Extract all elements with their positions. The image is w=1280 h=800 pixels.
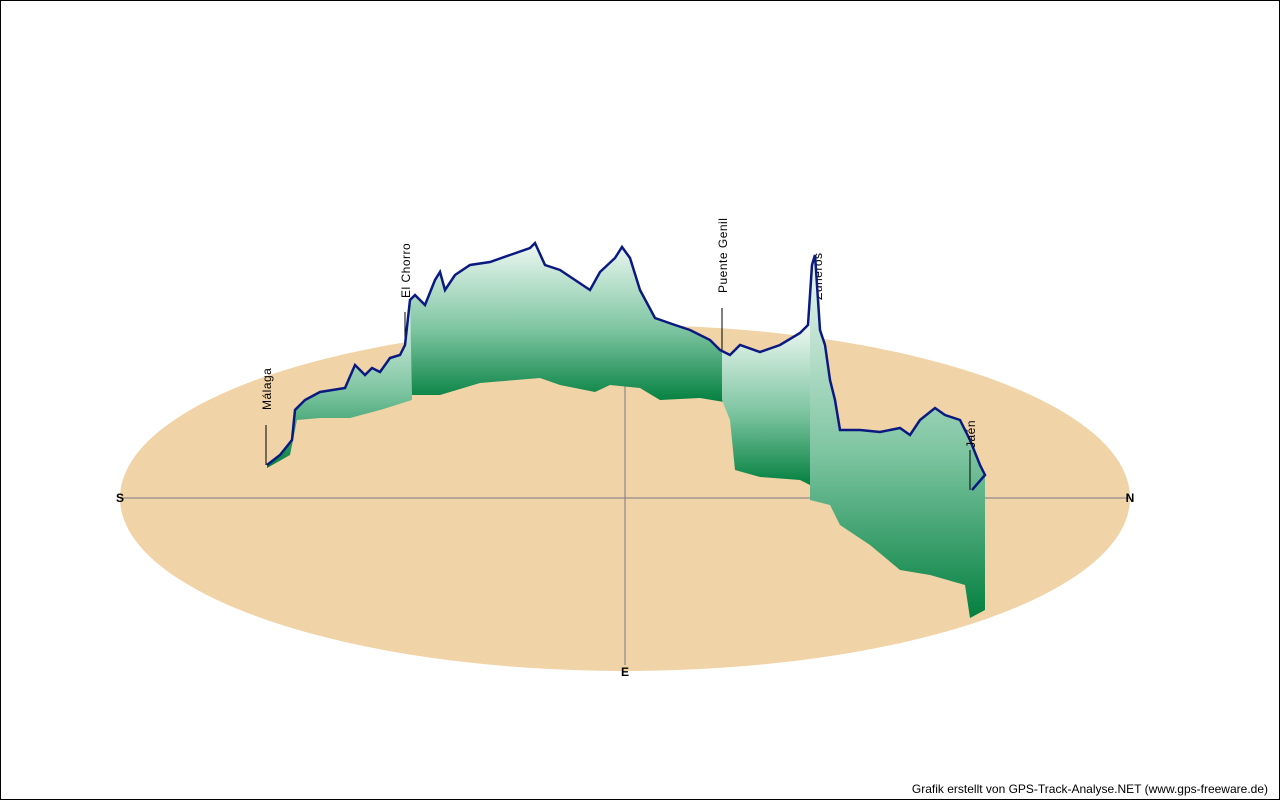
place-label: Jaén (964, 420, 978, 448)
curtain (267, 300, 412, 468)
curtain (722, 325, 810, 485)
place-label: El Chorro (399, 243, 413, 298)
track-line (266, 240, 987, 491)
curtain (810, 255, 985, 618)
place-label: Málaga (260, 368, 274, 410)
place-label: Puente Genil (716, 218, 730, 293)
curtain (410, 243, 724, 402)
south-label: S (116, 491, 124, 505)
north-label: N (1126, 491, 1135, 505)
east-label: E (621, 665, 629, 679)
credit: Grafik erstellt von GPS-Track-Analyse.NE… (912, 782, 1268, 796)
